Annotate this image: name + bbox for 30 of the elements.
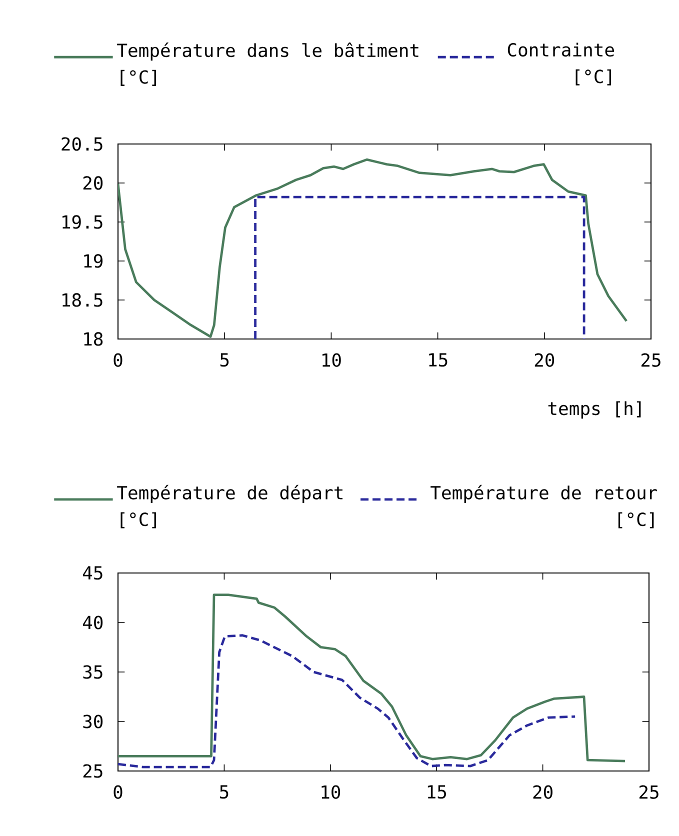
x-axis-title: temps [h] — [548, 401, 641, 419]
legend-label: Température de départ [°C] — [117, 484, 342, 528]
x-tick-label: 0 — [114, 353, 122, 367]
x-tick-label: 25 — [640, 785, 658, 799]
x-tick-label: 5 — [220, 785, 228, 799]
x-tick-label: 10 — [322, 785, 340, 799]
y-tick-label: 25 — [83, 764, 102, 778]
x-tick-label: 0 — [114, 785, 122, 799]
x-tick-label: 25 — [642, 353, 660, 367]
line-series — [118, 158, 628, 338]
x-tick-label: 5 — [220, 353, 229, 367]
x-tick-label: 20 — [534, 353, 554, 367]
y-tick-label: 35 — [83, 665, 102, 679]
y-tick-label: 45 — [82, 566, 102, 580]
y-tick-label: 20.5 — [62, 137, 102, 151]
y-tick-label: 30 — [83, 714, 103, 728]
x-tick-label: 20 — [533, 785, 552, 799]
y-tick-label: 19 — [84, 254, 103, 268]
x-tick-label: 15 — [428, 785, 446, 799]
legend-label: Contrainte [°C] — [508, 42, 614, 86]
legend-label: Température dans le bâtiment [°C] — [117, 42, 418, 86]
y-tick-label: 40 — [82, 616, 103, 630]
x-tick-label: 15 — [429, 353, 448, 367]
x-tick-label: 10 — [322, 353, 341, 367]
y-tick-label: 18.5 — [62, 293, 102, 307]
line-series — [118, 594, 626, 762]
y-tick-label: 19.5 — [62, 215, 102, 229]
y-tick-label: 20 — [83, 176, 103, 190]
y-tick-label: 18 — [84, 332, 103, 346]
legend-label: Température de retour [°C] — [430, 484, 658, 528]
